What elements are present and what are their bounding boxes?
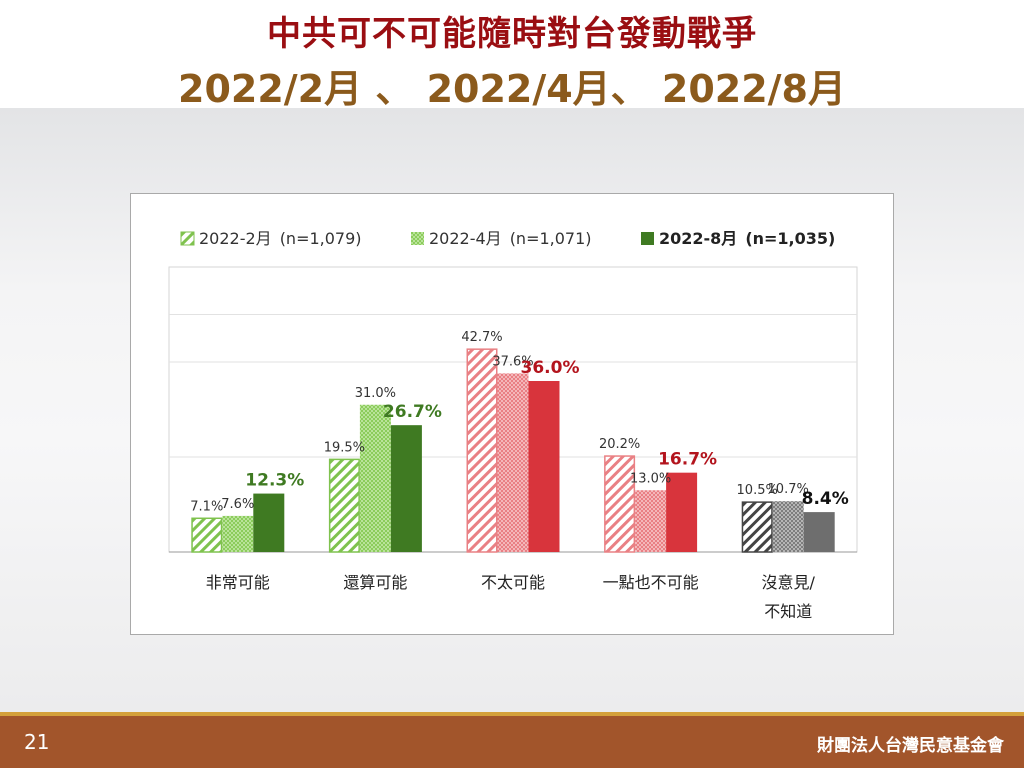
value-label-feb-4: 10.5% bbox=[737, 483, 778, 498]
bar-apr-2 bbox=[497, 373, 529, 552]
bar-apr-4 bbox=[772, 501, 804, 552]
chart-panel: 2022-2月 (n=1,079) 2022-4月 (n=1,071) 2022-8… bbox=[130, 193, 894, 635]
value-label-apr-1: 31.0% bbox=[355, 386, 396, 401]
value-label-aug-3: 16.7% bbox=[658, 450, 717, 470]
slide-title: 中共可不可能隨時對台發動戰爭 2022/2月 、 2022/4月、 2022/8… bbox=[0, 0, 1024, 111]
value-label-apr-4: 10.7% bbox=[768, 482, 809, 497]
svg-text:2022-2月(n=1,079): 2022-2月 (n=1,079) bbox=[199, 229, 362, 248]
bar-feb-0 bbox=[191, 517, 223, 553]
bar-apr-1 bbox=[359, 404, 391, 552]
legend-swatch-apr bbox=[411, 232, 424, 245]
svg-text:2022-4月(n=1,071): 2022-4月 (n=1,071) bbox=[429, 229, 592, 248]
value-label-aug-0: 12.3% bbox=[245, 471, 304, 491]
bar-chart: 2022-2月 (n=1,079) 2022-4月 (n=1,071) 2022-8… bbox=[168, 229, 858, 621]
bar-aug-3 bbox=[666, 472, 698, 552]
title-main: 中共可不可能隨時對台發動戰爭 bbox=[267, 14, 757, 54]
legend: 2022-2月 (n=1,079) 2022-4月 (n=1,071) 2022-8… bbox=[180, 229, 835, 248]
value-labels: 7.1%7.6% 12.3% 19.5% 31.0%26.7% 42.7% 37.6%36… bbox=[190, 330, 848, 514]
footer-accent-line bbox=[0, 712, 1024, 716]
category-label-4: 沒意見/ bbox=[761, 573, 815, 592]
value-label-aug-1: 26.7% bbox=[383, 402, 442, 422]
footer-bar: 21 財團法人台灣民意基金會 bbox=[0, 716, 1024, 768]
bar-aug-2 bbox=[528, 381, 560, 552]
legend-n-feb: (n=1,079) bbox=[280, 229, 362, 248]
value-label-apr-0: 7.6% bbox=[221, 497, 254, 512]
bars bbox=[191, 348, 835, 553]
category-labels: 非常可能 還算可能 不太可能 一點也不可能 沒意見/不知道 bbox=[206, 573, 816, 621]
legend-n-apr: (n=1,071) bbox=[510, 229, 592, 248]
bar-feb-2 bbox=[466, 348, 498, 553]
bar-aug-1 bbox=[390, 425, 422, 552]
value-label-apr-2: 37.6% bbox=[492, 354, 533, 369]
category-label-0: 非常可能 bbox=[206, 573, 270, 592]
legend-label-aug: 2022-8月 bbox=[659, 229, 737, 248]
bar-aug-0 bbox=[253, 493, 285, 552]
legend-swatch-aug bbox=[641, 232, 654, 245]
legend-n-aug: (n=1,035) bbox=[745, 229, 835, 248]
value-label-feb-3: 20.2% bbox=[599, 437, 640, 452]
category-label-4-line1: 不知道 bbox=[764, 602, 812, 621]
bar-feb-4 bbox=[741, 501, 773, 553]
bar-feb-3 bbox=[604, 455, 636, 553]
bar-apr-3 bbox=[635, 490, 667, 552]
category-label-2: 不太可能 bbox=[481, 573, 545, 592]
legend-swatch-feb bbox=[180, 231, 195, 246]
category-label-1: 還算可能 bbox=[343, 573, 407, 592]
bar-apr-0 bbox=[222, 515, 254, 552]
value-label-apr-3: 13.0% bbox=[630, 471, 671, 486]
value-label-feb-2: 42.7% bbox=[461, 330, 502, 345]
value-label-feb-0: 7.1% bbox=[190, 499, 223, 514]
legend-label-feb: 2022-2月 bbox=[199, 229, 272, 248]
category-label-3: 一點也不可能 bbox=[603, 573, 699, 592]
legend-item-feb: 2022-2月 (n=1,079) bbox=[180, 229, 362, 248]
value-label-feb-1: 19.5% bbox=[324, 440, 365, 455]
page-number: 21 bbox=[24, 730, 50, 754]
legend-item-apr: 2022-4月 (n=1,071) bbox=[411, 229, 592, 248]
legend-label-apr: 2022-4月 bbox=[429, 229, 502, 248]
bar-feb-1 bbox=[328, 458, 360, 553]
title-dates: 2022/2月 、 2022/4月、 2022/8月 bbox=[178, 67, 846, 111]
footer-organization: 財團法人台灣民意基金會 bbox=[817, 736, 1004, 756]
value-label-aug-4: 8.4% bbox=[802, 489, 849, 509]
bar-aug-4 bbox=[803, 512, 835, 552]
value-label-aug-2: 36.0% bbox=[521, 358, 580, 378]
legend-item-aug: 2022-8月 (n=1,035) bbox=[641, 229, 835, 248]
svg-text:2022-8月(n=1,035): 2022-8月 (n=1,035) bbox=[659, 229, 835, 248]
